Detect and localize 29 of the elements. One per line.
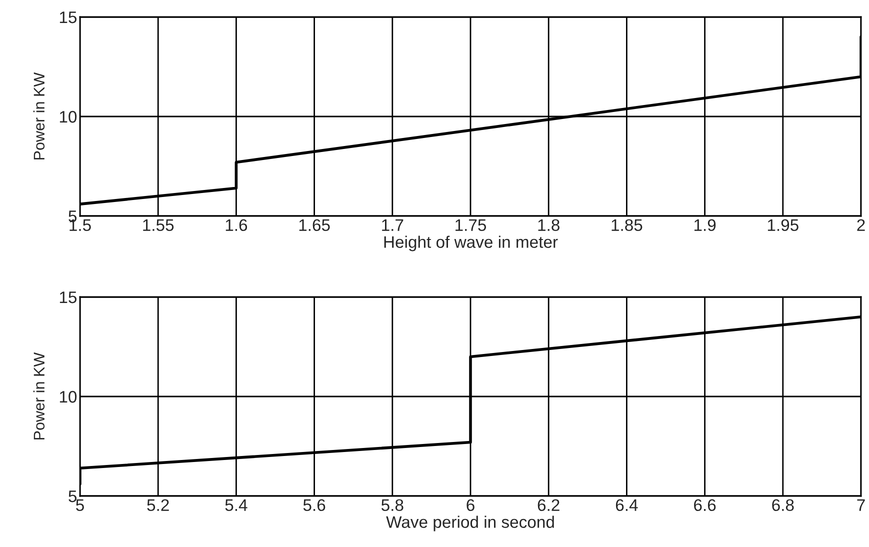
x-tick-label: 1.75 (456, 219, 486, 232)
x-tick-label: 1.65 (299, 219, 330, 232)
y-tick-label: 10 (60, 390, 77, 403)
x-tick-label: 1.85 (612, 219, 642, 232)
x-axis-title: Height of wave in meter (384, 236, 558, 252)
x-tick-label: 6 (466, 499, 474, 512)
x-tick-label: 1.8 (538, 219, 560, 232)
y-tick-label: 10 (60, 110, 77, 123)
x-tick-label: 6.8 (772, 499, 794, 512)
x-tick-label: 6.4 (616, 499, 638, 512)
x-tick-label: 7 (857, 499, 865, 511)
y-axis-title: Power in KW (33, 352, 45, 440)
x-tick-label: 2 (857, 219, 865, 231)
x-tick-label: 5.2 (147, 499, 169, 512)
x-tick-label: 5.4 (225, 499, 248, 512)
y-tick-label: 15 (60, 292, 77, 304)
x-tick-label: 6.2 (538, 499, 560, 512)
x-axis-title: Wave period in second (386, 516, 554, 532)
x-tick-label: 1.7 (382, 219, 404, 231)
x-tick-label: 1.95 (768, 219, 798, 232)
x-tick-label: 1.55 (143, 219, 174, 232)
x-tick-label: 6.6 (694, 499, 716, 512)
y-axis-title: Power in KW (33, 72, 45, 160)
y-tick-label: 15 (60, 12, 77, 24)
x-tick-label: 5.6 (303, 499, 326, 512)
x-tick-label: 5.8 (381, 499, 404, 512)
x-tick-label: 1.6 (226, 219, 248, 232)
y-tick-label: 5 (68, 490, 77, 502)
x-tick-label: 1.9 (694, 219, 716, 232)
